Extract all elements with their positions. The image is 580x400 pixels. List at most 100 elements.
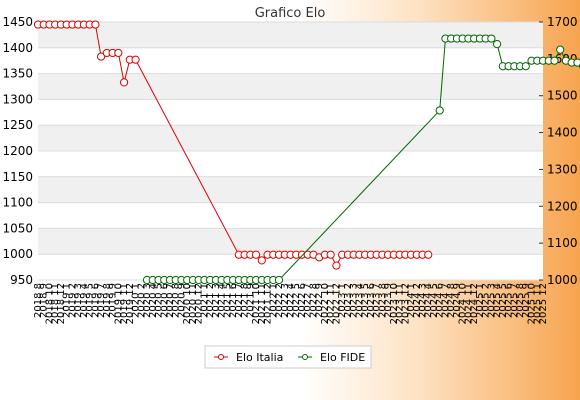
grid-band — [38, 73, 543, 100]
left-tick-label: 1250 — [2, 118, 33, 132]
x-tick-label: 2021 11 — [257, 283, 268, 324]
legend-item[interactable]: Elo Italia — [214, 351, 283, 364]
data-point[interactable] — [435, 106, 444, 115]
x-tick-label: 2019 5 — [85, 283, 96, 318]
data-point[interactable] — [573, 58, 580, 67]
x-tick-label: 2019 4 — [79, 283, 90, 318]
x-tick-label: 2024 2 — [412, 283, 423, 318]
x-tick-label: 2023 6 — [366, 283, 377, 318]
x-tick-label: 2022 9 — [314, 283, 325, 318]
x-tick-label: 2021 1 — [199, 283, 210, 318]
x-tick-label: 2020 1 — [131, 283, 142, 318]
x-tick-label: 2022 4 — [286, 283, 297, 318]
x-tick-label: 2018 10 — [44, 283, 55, 324]
x-tick-label: 2019 11 — [119, 283, 130, 324]
data-point[interactable] — [550, 56, 559, 65]
right-tick-label: 1400 — [547, 126, 578, 140]
x-tick-label: 2025 11 — [532, 283, 543, 324]
series-elo-italia — [33, 20, 433, 270]
x-tick-label: 2018 8 — [33, 283, 44, 318]
right-tick-label: 1200 — [547, 199, 578, 213]
left-tick-label: 1350 — [2, 67, 33, 81]
x-tick-label: 2024 9 — [452, 283, 463, 318]
x-tick-label: 2025 4 — [492, 283, 503, 318]
data-point[interactable] — [257, 256, 266, 265]
x-tick-label: 2025 10 — [527, 283, 538, 324]
x-tick-label: 2025 5 — [498, 283, 509, 318]
data-point[interactable] — [492, 40, 502, 49]
x-tick-label: 2025 8 — [515, 283, 526, 318]
data-point[interactable] — [424, 250, 433, 259]
x-tick-label: 2022 1 — [268, 283, 279, 318]
data-point[interactable] — [556, 45, 565, 54]
legend-box — [204, 345, 372, 369]
data-point[interactable] — [91, 20, 100, 29]
x-tick-label: 2024 5 — [429, 283, 440, 318]
x-tick-label: 2020 7 — [165, 283, 176, 318]
x-tick-label: 2022 5 — [291, 283, 302, 318]
left-tick-label: 1100 — [2, 196, 33, 210]
data-point[interactable] — [119, 78, 129, 87]
x-tick-label: 2019 12 — [125, 283, 136, 324]
x-tick-label: 2025 6 — [504, 283, 515, 318]
x-tick-label: 2022 12 — [331, 283, 342, 324]
data-point[interactable] — [274, 275, 284, 285]
right-tick-label: 1300 — [547, 162, 578, 176]
x-tick-label: 2019 6 — [90, 283, 101, 318]
legend-label: Elo Italia — [236, 351, 283, 364]
data-point[interactable] — [97, 52, 106, 61]
series-elo-fide — [142, 34, 580, 285]
data-point[interactable] — [114, 48, 123, 58]
x-tick-label: 2020 11 — [188, 283, 199, 324]
data-point[interactable] — [487, 34, 496, 43]
grid-band — [38, 125, 543, 151]
x-tick-label: 2024 10 — [458, 283, 469, 324]
x-tick-label: 2020 4 — [148, 283, 159, 318]
left-tick-label: 1050 — [2, 221, 33, 235]
grid-band — [38, 176, 543, 203]
x-tick-label: 2024 6 — [435, 283, 446, 318]
x-tick-label: 2025 3 — [486, 283, 497, 318]
data-point[interactable] — [326, 250, 335, 259]
x-tick-label: 2019 10 — [113, 283, 124, 324]
x-tick-label: 2021 7 — [234, 283, 245, 318]
x-tick-label: 2018 12 — [56, 283, 67, 324]
x-tick-label: 2021 4 — [217, 283, 228, 318]
x-tick-label: 2023 2 — [343, 283, 354, 318]
x-tick-label: 2022 11 — [326, 283, 337, 324]
x-tick-label: 2019 1 — [62, 283, 73, 318]
x-tick-label: 2025 2 — [481, 283, 492, 318]
data-point[interactable] — [251, 250, 261, 259]
x-tick-label: 2021 6 — [228, 283, 239, 318]
data-point[interactable] — [131, 55, 140, 64]
x-tick-label: 2024 4 — [423, 283, 434, 318]
left-tick-label: 1300 — [2, 92, 33, 106]
right-tick-label: 1700 — [547, 15, 578, 29]
x-tick-label: 2020 10 — [182, 283, 193, 324]
x-tick-label: 2023 3 — [349, 283, 360, 318]
x-tick-label: 2019 7 — [96, 283, 107, 318]
x-tick-label: 2024 12 — [469, 283, 480, 324]
x-tick-label: 2025 9 — [521, 283, 532, 318]
legend-item[interactable]: Elo FIDE — [298, 351, 365, 364]
x-tick-label: 2023 8 — [377, 283, 388, 318]
chart-title: Grafico Elo — [255, 6, 326, 21]
x-tick-label: 2023 9 — [383, 283, 394, 318]
x-tick-label: 2020 9 — [176, 283, 187, 318]
x-tick-label: 2019 8 — [102, 283, 113, 318]
x-tick-label: 2019 3 — [73, 283, 84, 318]
x-tick-label: 2024 8 — [446, 283, 457, 318]
x-tick-label: 2022 3 — [280, 283, 291, 318]
x-tick-label: 2020 5 — [154, 283, 165, 318]
x-tick-label: 2022 10 — [320, 283, 331, 324]
data-point[interactable] — [521, 62, 530, 71]
plot-background — [38, 21, 543, 281]
right-tick-label: 1100 — [547, 236, 578, 250]
x-tick-label: 2023 5 — [360, 283, 371, 318]
data-point[interactable] — [332, 261, 341, 270]
chart-legend[interactable]: Elo Italia Elo FIDE — [204, 345, 372, 369]
x-tick-label: 2023 7 — [372, 283, 383, 318]
